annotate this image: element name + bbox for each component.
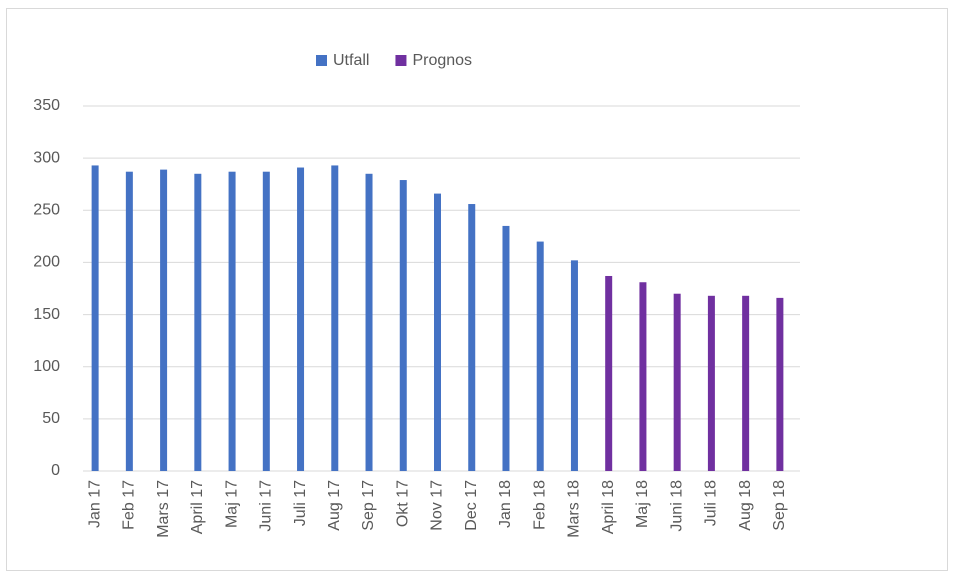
bar	[776, 297, 784, 471]
x-tick-label: Maj 17	[223, 480, 240, 528]
legend-swatch	[395, 55, 407, 66]
bar	[91, 165, 99, 471]
y-tick-label: 0	[51, 462, 60, 479]
bar	[399, 180, 407, 472]
bar	[365, 173, 373, 472]
y-tick-label: 300	[33, 149, 60, 166]
bar	[502, 225, 510, 471]
x-tick-label: Juni 17	[258, 480, 275, 532]
x-tick-label: Aug 18	[737, 480, 754, 531]
y-tick-label: 150	[33, 306, 60, 323]
bar	[468, 204, 476, 471]
x-tick-label: April 17	[189, 480, 206, 534]
x-tick-label: Jan 18	[497, 480, 514, 528]
bar	[125, 171, 133, 471]
y-tick-label: 250	[33, 202, 60, 219]
bar	[434, 193, 441, 471]
x-tick-label: Nov 17	[429, 480, 446, 531]
bar	[194, 173, 202, 472]
y-tick-label: 100	[33, 358, 60, 375]
x-tick-label: Feb 17	[121, 480, 138, 530]
bar	[570, 260, 578, 471]
x-tick-label: Juni 18	[668, 480, 685, 532]
y-tick-label: 350	[33, 97, 60, 114]
x-tick-label: Okt 17	[394, 480, 411, 527]
y-tick-label: 50	[42, 410, 60, 427]
bar	[742, 295, 750, 471]
x-tick-label: Aug 17	[326, 480, 343, 531]
bar	[160, 169, 168, 471]
y-tick-label: 200	[33, 254, 60, 271]
x-tick-label: Dec 17	[463, 480, 480, 531]
bar	[605, 275, 613, 471]
x-tick-label: Feb 18	[531, 480, 548, 530]
x-tick-label: Jan 17	[86, 480, 103, 528]
x-tick-label: Sep 17	[360, 480, 377, 531]
x-tick-label: Mars 17	[155, 480, 172, 538]
x-tick-label: Juli 18	[703, 480, 720, 526]
x-tick-label: Juli 17	[292, 480, 309, 526]
x-tick-label: Sep 18	[771, 480, 788, 531]
bar	[639, 282, 647, 471]
x-tick-label: April 18	[600, 480, 617, 534]
legend-label: Prognos	[412, 52, 472, 69]
legend-label: Utfall	[333, 52, 369, 69]
bar	[297, 167, 305, 471]
bar	[673, 293, 681, 471]
x-tick-label: Maj 18	[634, 480, 651, 528]
bar	[331, 165, 339, 471]
bar	[228, 171, 236, 471]
x-tick-label: Mars 18	[566, 480, 583, 538]
bar	[262, 171, 270, 471]
bar	[707, 295, 715, 471]
legend-swatch	[316, 55, 327, 66]
bar	[536, 241, 544, 471]
